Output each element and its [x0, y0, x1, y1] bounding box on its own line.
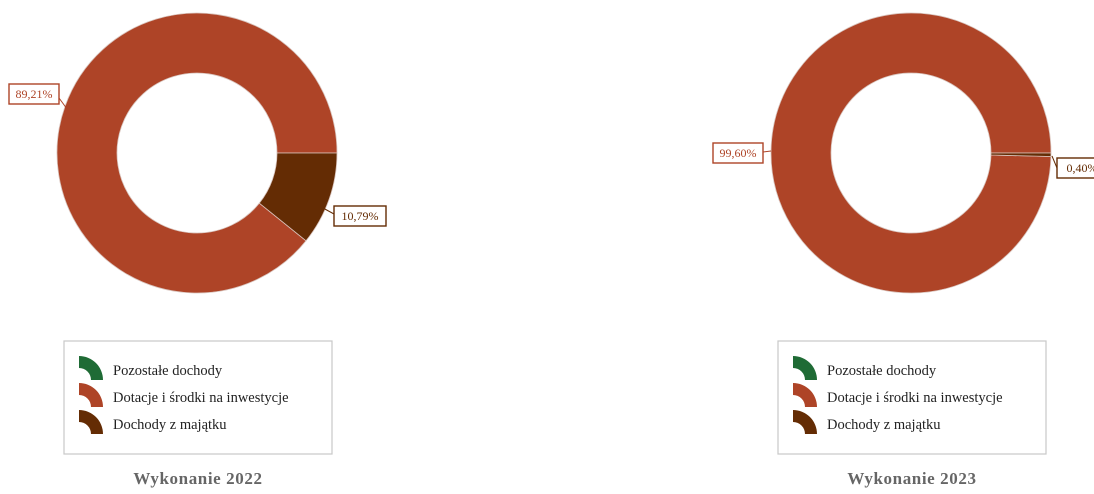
data-label-dotacje-i-srodki-na-inwestycje: 89,21% [8, 83, 71, 114]
leader-line [58, 97, 71, 114]
data-label-box [333, 205, 387, 227]
data-label-text: 10,79% [342, 209, 379, 223]
chart-panel-2022: 89,21% 10,79% Pozostałe dochody Dotacje i ś… [8, 12, 387, 488]
leader-line [322, 207, 335, 215]
data-label-dotacje-i-srodki-na-inwestycje: 99,60% [712, 142, 772, 164]
data-label-box [712, 142, 764, 164]
leader-line [762, 150, 772, 153]
data-label-text: 0,40% [1067, 161, 1094, 175]
legend-box [777, 340, 1047, 455]
donut-slices [56, 12, 338, 294]
legend-item-pozostale-dochody: Pozostałe dochody [793, 356, 937, 380]
legend-swatch-icon [79, 383, 103, 407]
legend-swatch-icon [79, 356, 103, 380]
legend-item-dotacje-i-srodki-na-inwestycje: Dotacje i środki na inwestycje [793, 383, 1003, 407]
legend-label: Pozostałe dochody [827, 363, 937, 379]
slice-dochody-z-majatku [990, 152, 1052, 157]
legend-item-dochody-z-majatku: Dochody z majątku [79, 410, 227, 434]
data-label-box [8, 83, 60, 105]
legend-label: Dochody z majątku [113, 417, 227, 433]
leader-line [1051, 155, 1058, 169]
chart-title: Wykonanie 2023 [847, 469, 976, 488]
data-label-box [1056, 157, 1094, 179]
slice-dochody-z-majatku [258, 152, 338, 242]
legend-label: Dotacje i środki na inwestycje [113, 390, 289, 406]
data-label-text: 89,21% [16, 87, 53, 101]
legend-box [63, 340, 333, 455]
legend-swatch-icon [793, 356, 817, 380]
slice-dotacje-i-srodki-na-inwestycje [770, 12, 1052, 294]
data-label-dochody-z-majatku: 10,79% [322, 205, 387, 227]
legend-item-dochody-z-majatku: Dochody z majątku [793, 410, 941, 434]
legend-item-dotacje-i-srodki-na-inwestycje: Dotacje i środki na inwestycje [79, 383, 289, 407]
legend-swatch-icon [793, 383, 817, 407]
donut-slices [770, 12, 1052, 294]
legend: Pozostałe dochody Dotacje i środki na inw… [63, 340, 333, 455]
slice-dotacje-i-srodki-na-inwestycje [56, 12, 338, 294]
legend-item-pozostale-dochody: Pozostałe dochody [79, 356, 223, 380]
legend-label: Pozostałe dochody [113, 363, 223, 379]
chart-panel-2023: 99,60% 0,40% Pozostałe dochody Dotacje i śr… [712, 12, 1094, 488]
legend-label: Dochody z majątku [827, 417, 941, 433]
legend-label: Dotacje i środki na inwestycje [827, 390, 1003, 406]
data-label-dochody-z-majatku: 0,40% [1051, 155, 1094, 179]
chart-title: Wykonanie 2022 [133, 469, 262, 488]
legend: Pozostałe dochody Dotacje i środki na inw… [777, 340, 1047, 455]
data-label-text: 99,60% [720, 146, 757, 160]
legend-swatch-icon [793, 410, 817, 434]
legend-swatch-icon [79, 410, 103, 434]
